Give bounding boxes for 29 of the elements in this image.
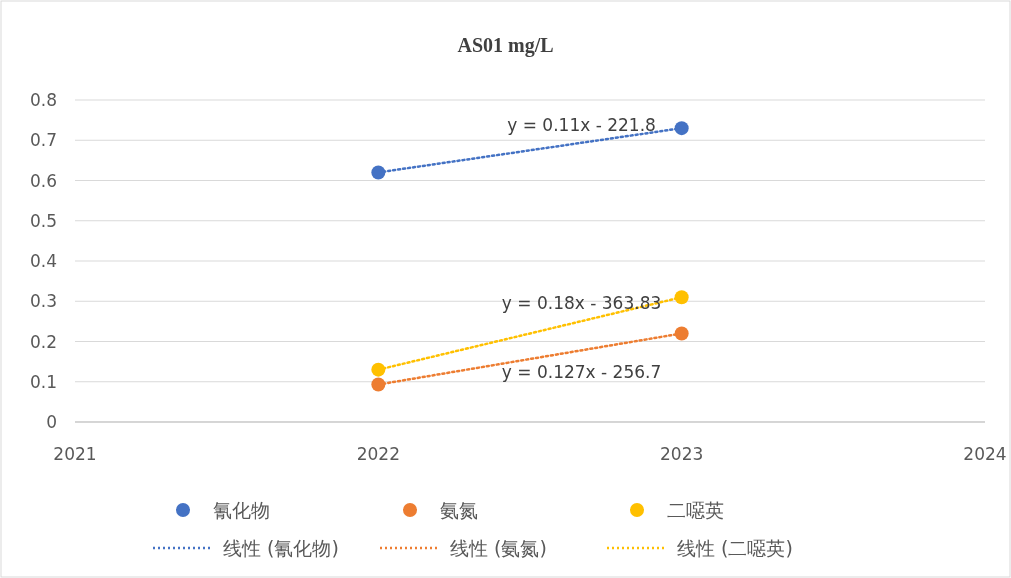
x-tick-label: 2022: [356, 444, 400, 464]
y-tick-label: 0.8: [29, 90, 57, 110]
y-tick-label: 0.7: [29, 130, 57, 151]
point: [674, 290, 689, 305]
y-tick-label: 0.6: [29, 170, 57, 191]
legend-label: 线性 (氨氮): [450, 537, 547, 559]
annotation: y = 0.127x - 256.7: [501, 362, 662, 383]
x-tick-label: 2024: [963, 444, 1007, 464]
point: [674, 326, 689, 341]
x-tick-label: 2021: [53, 444, 97, 464]
y-tick-label: 0.1: [29, 371, 57, 392]
legend-label: 线性 (氰化物): [223, 537, 339, 559]
x-tick-label: 2023: [660, 444, 704, 464]
y-tick-label: 0: [46, 412, 57, 432]
annotation: y = 0.11x - 221.8: [507, 114, 656, 135]
point: [371, 362, 386, 377]
legend-label: 线性 (二噁英): [677, 537, 793, 559]
y-tick-label: 0.4: [29, 251, 57, 271]
legend-label: 二噁英: [667, 499, 724, 521]
y-tick-label: 0.3: [29, 291, 57, 312]
legend-label: 氨氮: [440, 499, 478, 521]
y-tick-label: 0.5: [29, 210, 57, 231]
point: [371, 165, 386, 180]
chart-title: AS01 mg/L: [457, 34, 554, 57]
y-tick-label: 0.2: [29, 331, 57, 352]
point: [371, 377, 386, 392]
point: [674, 121, 689, 136]
annotation: y = 0.18x - 363.83: [501, 293, 662, 314]
legend-label: 氰化物: [213, 499, 270, 521]
